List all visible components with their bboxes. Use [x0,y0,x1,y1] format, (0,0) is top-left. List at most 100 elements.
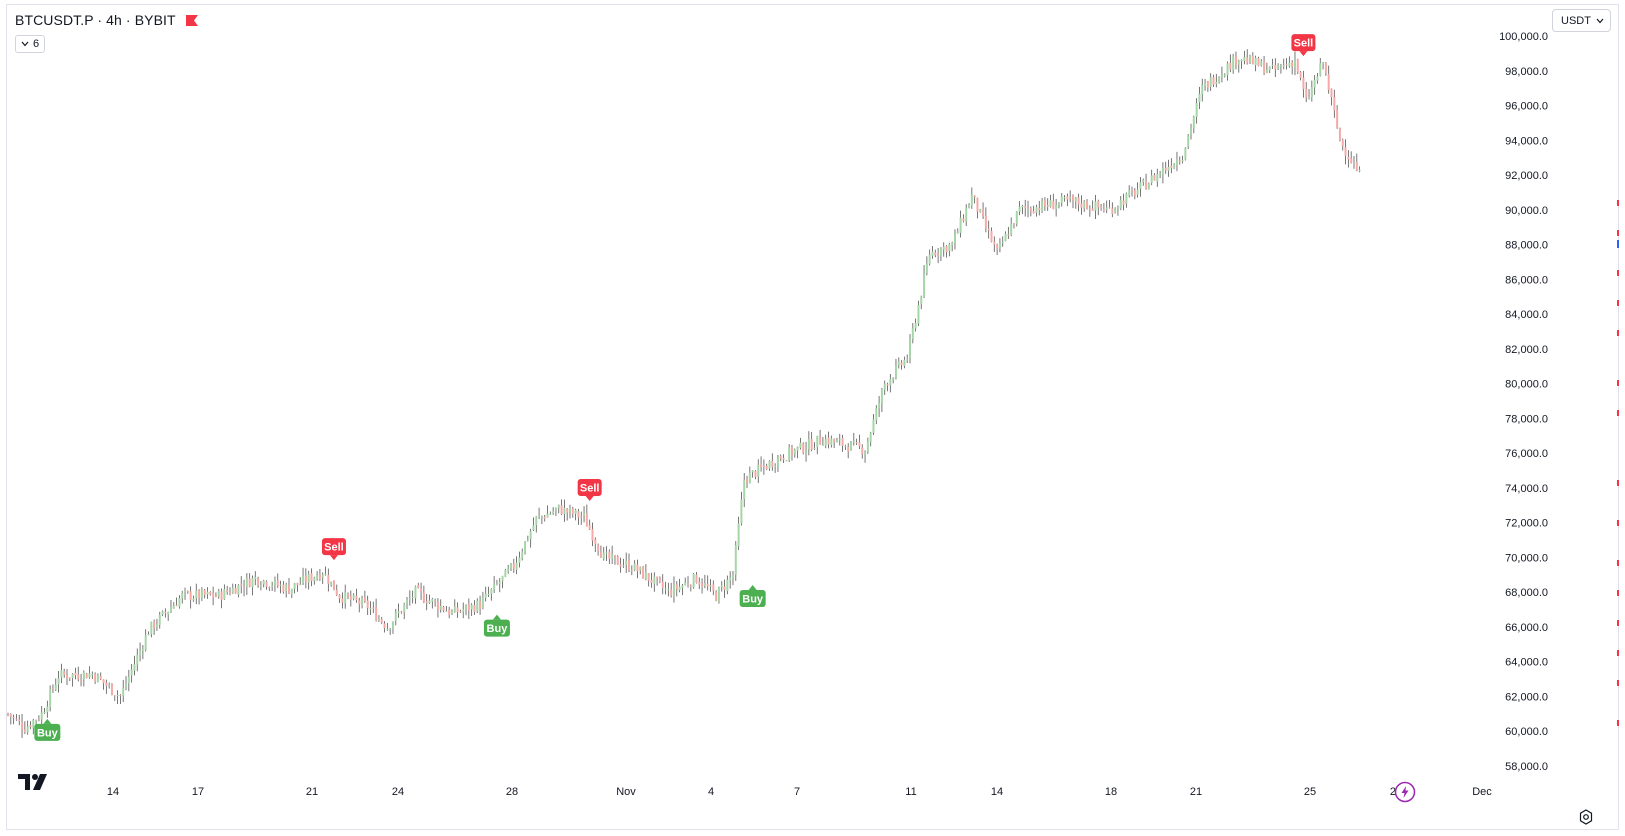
time-tick-label: 4 [708,786,714,798]
candle-body [715,591,718,601]
candle-body [1164,167,1167,171]
candle-body [906,359,909,361]
candle-body [293,583,296,589]
candle-body [234,587,237,594]
candle-body [521,551,524,559]
candle-body [12,717,15,719]
candle-body [1265,69,1268,73]
chart-frame[interactable] [6,4,1619,830]
candle-body [560,505,563,515]
candle-body [23,729,26,733]
candle-body [1015,211,1018,224]
candle-body [790,447,793,456]
candle-body [1032,211,1035,214]
candle-body [549,513,552,515]
candle-body [1358,169,1361,172]
candle-body [341,598,344,603]
signal-pointer [492,614,501,620]
candle-body [251,578,254,588]
candle-body [835,440,838,443]
candle-body [979,209,982,213]
axis-edge-mark [1617,330,1619,336]
candle-body [830,438,833,445]
candle-body [321,574,324,578]
axis-edge-mark [1617,680,1619,686]
candle-body [1330,88,1333,98]
flag-icon[interactable] [186,15,198,26]
candle-body [436,601,439,610]
candle-body [540,516,543,518]
price-tick-label: 64,000.0 [1505,657,1548,669]
candle-body [164,611,167,614]
price-tick-label: 84,000.0 [1505,309,1548,321]
candle-body [619,564,622,567]
candle-body [1226,63,1229,76]
candle-body [195,590,198,599]
candle-body [993,241,996,245]
candle-body [1043,200,1046,206]
candle-body [698,581,701,585]
candle-body [1352,163,1355,165]
signal-badge [577,479,602,497]
time-tick-label: 11 [905,786,916,798]
candle-body [1288,62,1291,67]
candle-body [1350,158,1353,164]
settings-gear-icon[interactable] [1578,809,1594,825]
signal-text: Sell [324,542,344,554]
candle-body [866,441,869,452]
candle-body [1333,97,1336,111]
candle-body [647,573,650,581]
currency-select[interactable]: USDT [1552,9,1611,32]
axis-edge-mark [1617,650,1619,656]
candle-body [119,695,122,697]
tradingview-logo-icon[interactable] [18,774,50,790]
candle-body [509,563,512,569]
time-tick-label: Nov [616,786,636,798]
candle-body [237,584,240,595]
candle-body [408,598,411,600]
candle-body [1212,77,1215,85]
candle-body [1024,206,1027,209]
candle-body [1083,200,1086,209]
candle-body [1142,180,1145,182]
candle-body [257,577,260,586]
candle-body [465,605,468,609]
candle-body [125,683,128,687]
candle-body [167,612,170,615]
candle-body [228,592,231,594]
indicators-toggle-button[interactable]: 6 [15,35,46,53]
candle-body [1153,174,1156,181]
candle-body [731,575,734,579]
candle-body [903,359,906,367]
candle-body [552,511,555,514]
candle-body [1299,72,1302,78]
candle-body [701,583,704,587]
lightning-icon[interactable] [1394,781,1416,803]
candle-body [625,560,628,565]
candle-body [431,598,434,602]
axis-edge-mark [1617,240,1619,248]
sell-signal-label: Sell [1291,34,1316,57]
price-tick-label: 68,000.0 [1505,587,1548,599]
candle-body [1088,208,1091,210]
candle-body [1147,183,1150,190]
candle-body [636,564,639,572]
candle-body [1128,190,1131,196]
candle-body [296,582,299,586]
symbol-title[interactable]: BTCUSDT.P · 4h · BYBIT [15,12,176,28]
candle-body [802,443,805,453]
candle-body [1077,197,1080,205]
candle-body [352,595,355,599]
candle-body [192,598,195,601]
signal-pointer [1299,51,1308,57]
candle-body [1187,135,1190,147]
candle-body [928,254,931,264]
axis-edge-mark [1617,380,1619,386]
candle-body [793,449,796,455]
candle-body [605,552,608,554]
candle-body [1260,61,1263,66]
candle-body [672,584,675,597]
candle-body [282,584,285,592]
candle-body [186,591,189,593]
